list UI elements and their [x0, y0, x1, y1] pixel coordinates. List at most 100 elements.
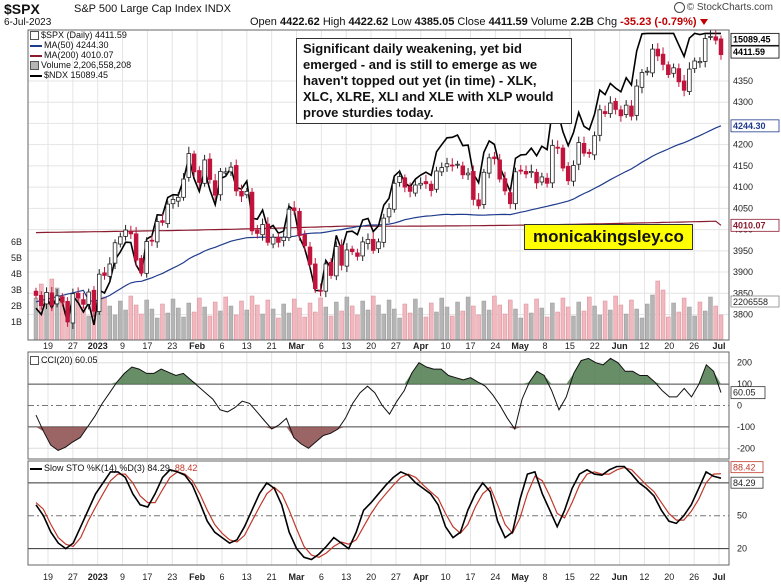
volume-bar: [186, 302, 192, 341]
volume-tick-label: 2B: [11, 301, 22, 311]
candle-swatch-icon: [30, 31, 39, 41]
volume-bar: [618, 304, 624, 341]
cci-tick-label: -200: [737, 443, 755, 453]
candle-body: [439, 167, 444, 173]
x-tick-label: 24: [490, 572, 500, 582]
volume-bar: [513, 308, 518, 341]
open-value: 4422.62: [279, 16, 320, 28]
x-tick-label: Apr: [413, 341, 429, 351]
candle-body: [181, 178, 186, 198]
candle-body: [692, 60, 697, 70]
candle-body: [465, 172, 471, 176]
cci-tick-label: 0: [737, 401, 742, 411]
candle-body: [376, 241, 381, 250]
price-tag-label: 4411.59: [733, 47, 765, 57]
sto-d-value-label: 88.42: [733, 463, 756, 473]
x-tick-label: 9: [120, 572, 125, 582]
open-label: Open: [250, 16, 277, 28]
volume-bar: [460, 310, 466, 341]
volume-bar: [523, 303, 529, 341]
candle-body: [518, 169, 524, 172]
x-tick-label: May: [511, 341, 529, 351]
candle-body: [460, 165, 466, 176]
x-tick-label: Apr: [413, 572, 429, 582]
x-tick-label: 21: [267, 341, 277, 351]
candle-body: [360, 241, 365, 257]
legend-volume: Volume 2,206,558,208: [30, 60, 131, 71]
candle-body: [54, 295, 60, 305]
brand-label[interactable]: monicakingsley.co: [524, 224, 693, 250]
source-credit[interactable]: © StockCharts.com: [673, 2, 773, 13]
volume-bar: [587, 296, 592, 341]
x-tick-label: 13: [242, 572, 252, 582]
candle-body: [139, 258, 144, 274]
x-tick-label: 6: [319, 341, 324, 351]
x-tick-label: 19: [43, 572, 53, 582]
y-tick-label: 3800: [733, 310, 753, 320]
volume-bar: [492, 295, 497, 341]
volume-bar: [508, 299, 513, 341]
candle-body: [370, 238, 376, 251]
volume-bar: [702, 310, 708, 341]
candle-body: [481, 171, 487, 205]
volume-bar: [307, 302, 313, 341]
volume-bar: [581, 310, 587, 341]
x-tick-label: 22: [590, 341, 600, 351]
candle-body: [81, 299, 86, 305]
y-tick-label: 3850: [733, 288, 753, 298]
volume-bar: [276, 317, 281, 341]
candle-body: [70, 293, 76, 324]
legend-spx: $SPX (Daily) 4411.59: [30, 30, 131, 41]
volume-bar: [154, 317, 160, 341]
candle-body: [666, 64, 671, 75]
candle-body: [107, 263, 113, 277]
candle-body: [428, 183, 434, 191]
candle-body: [486, 157, 492, 174]
cci-value-tag: [730, 386, 766, 400]
candle-body: [450, 164, 455, 167]
candle-body: [676, 68, 682, 83]
down-arrow-icon: [699, 19, 708, 26]
volume-bar: [439, 297, 444, 341]
x-tick-label: 15: [565, 572, 575, 582]
candle-body: [265, 223, 271, 243]
candle-body: [223, 171, 228, 174]
x-tick-label: Jul: [712, 341, 725, 351]
candle-body: [555, 146, 560, 149]
candle-body: [133, 233, 139, 261]
candle-body: [249, 191, 255, 232]
volume-bar: [286, 312, 292, 341]
candle-body: [608, 102, 613, 115]
close-label: Close: [457, 16, 486, 28]
x-tick-label: 20: [366, 341, 376, 351]
candle-body: [65, 300, 70, 323]
candle-body: [639, 72, 645, 88]
volume-bar: [386, 299, 392, 341]
candle-body: [565, 165, 571, 182]
volume-bar: [202, 306, 207, 341]
candle-body: [687, 68, 692, 92]
candle-body: [339, 244, 344, 266]
x-tick-label: 23: [167, 341, 177, 351]
candle-body: [302, 234, 307, 247]
x-tick-label: 27: [68, 572, 78, 582]
volume-bar: [539, 307, 545, 341]
candle-body: [33, 290, 39, 296]
candle-body: [418, 182, 423, 186]
volume-bar: [218, 310, 223, 341]
volume-tick-label: 1B: [11, 317, 22, 327]
candle-body: [313, 263, 318, 290]
volume-bar: [191, 311, 197, 341]
candle-body: [434, 170, 439, 190]
volume-bar: [281, 303, 286, 341]
volume-value: 2.2B: [570, 16, 594, 28]
candle-body: [202, 159, 207, 184]
candle-body: [112, 242, 118, 264]
candle-body: [592, 135, 597, 156]
volume-bar: [255, 304, 260, 341]
candle-body: [49, 292, 55, 306]
sto-k-swatch-icon: [30, 467, 42, 470]
volume-bar: [160, 303, 165, 341]
price-tag-label: 15089.45: [733, 34, 771, 44]
